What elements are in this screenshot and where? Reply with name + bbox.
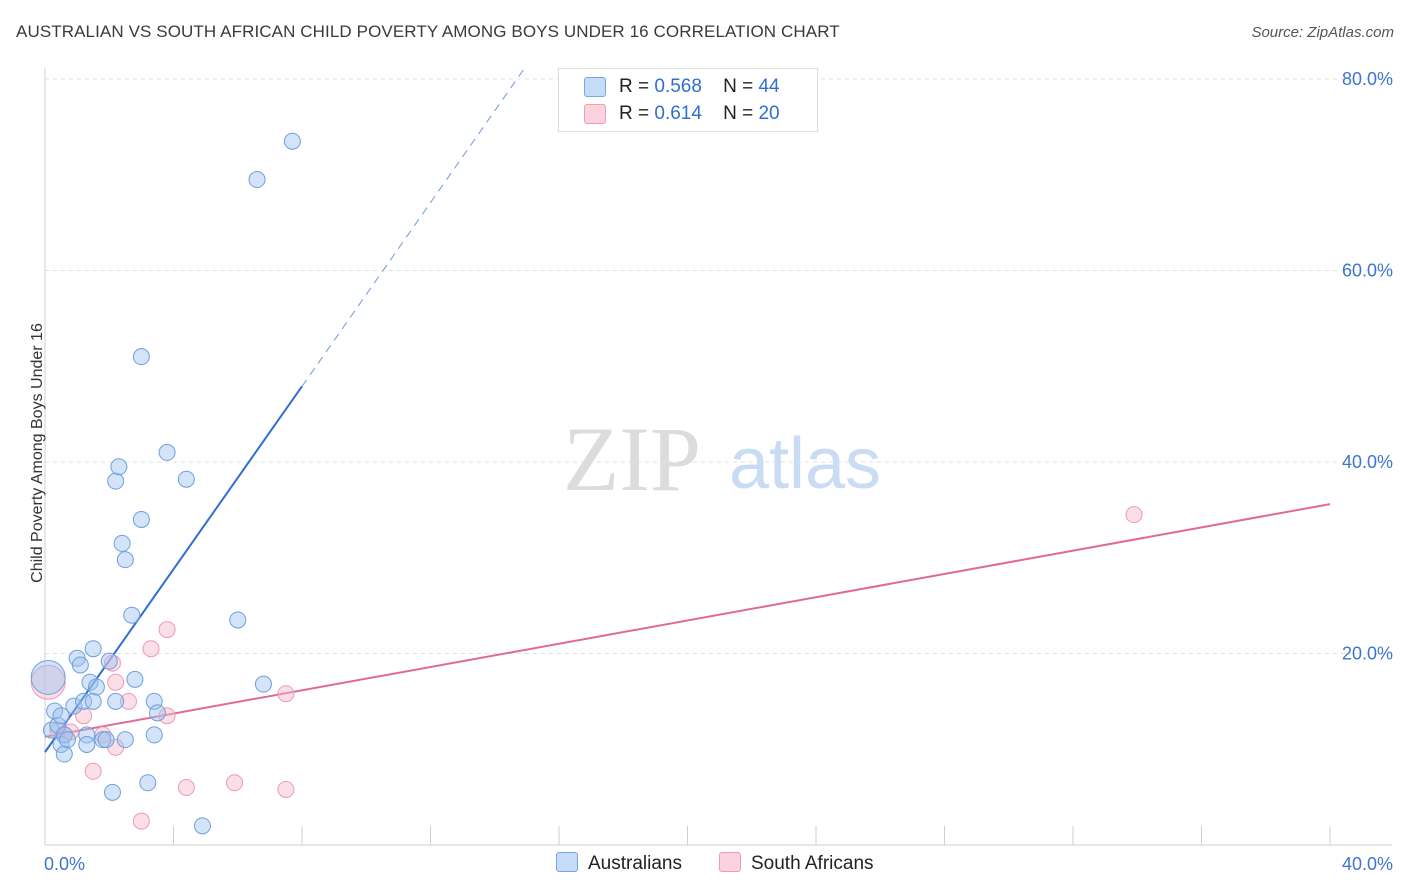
point-australians: [100, 652, 118, 670]
point-australians: [113, 534, 131, 552]
point-australians: [78, 726, 96, 744]
point-australians: [52, 707, 70, 725]
point-australians: [55, 726, 73, 744]
point-australians: [132, 510, 150, 528]
point-south-africans: [30, 664, 66, 700]
point-south-africans: [1125, 506, 1143, 524]
y-axis-label: Child Poverty Among Boys Under 16: [29, 323, 46, 583]
point-south-africans: [107, 673, 125, 691]
y-tick-label: 60.0%: [1342, 261, 1393, 281]
legend-r-label: R =: [619, 76, 650, 97]
point-south-africans: [226, 774, 244, 792]
point-australians: [193, 817, 211, 835]
point-australians: [148, 704, 166, 722]
point-australians: [58, 731, 76, 749]
axis-layer: [44, 68, 1392, 846]
y-tick-label: 20.0%: [1342, 644, 1393, 664]
point-australians: [126, 670, 144, 688]
bottom-legend-label-australians: Australians: [588, 853, 682, 874]
legend-swatch-australians: [584, 77, 606, 97]
y-tick-label: 80.0%: [1342, 69, 1393, 89]
point-australians: [139, 774, 157, 792]
point-australians: [107, 472, 125, 490]
watermark-zip: ZIP: [563, 408, 701, 510]
bottom-legend-south-africans: South Africans: [719, 852, 874, 875]
trend-extension-australians: [301, 69, 525, 387]
point-south-africans: [120, 692, 138, 710]
bottom-legend-label-south-africans: South Africans: [751, 853, 874, 874]
point-south-africans: [103, 654, 121, 672]
point-australians: [229, 611, 247, 629]
point-australians: [87, 678, 105, 696]
point-australians: [145, 726, 163, 744]
point-south-africans: [158, 707, 176, 725]
point-australians: [116, 731, 134, 749]
point-australians: [84, 692, 102, 710]
point-australians: [283, 132, 301, 150]
point-australians: [71, 656, 89, 674]
trend-line-australians: [44, 385, 303, 753]
point-south-africans: [177, 779, 195, 797]
point-australians: [248, 171, 266, 189]
legend-r-value-australians: 0.568: [654, 76, 702, 97]
point-australians: [116, 551, 134, 569]
tick-label-layer: 20.0% 40.0% 60.0% 80.0% 0.0% 40.0%: [44, 69, 1393, 874]
legend-swatch-south-africans: [584, 104, 606, 124]
bottom-legend-swatch-australians: [556, 852, 578, 872]
watermark-atlas: atlas: [729, 424, 881, 504]
y-tick-label: 40.0%: [1342, 452, 1393, 472]
point-australians: [55, 745, 73, 763]
point-australians: [107, 692, 125, 710]
point-australians: [84, 640, 102, 658]
legend-n-label: N =: [723, 103, 754, 124]
point-australians: [110, 458, 128, 476]
trend-line-south-africans: [44, 503, 1331, 738]
point-australians: [177, 470, 195, 488]
legend-r-label: R =: [619, 103, 650, 124]
point-south-africans: [132, 812, 150, 830]
point-south-africans: [158, 621, 176, 639]
point-australians: [75, 692, 93, 710]
point-south-africans: [277, 685, 295, 703]
point-australians: [97, 731, 115, 749]
legend-n-value-australians: 44: [758, 76, 780, 97]
legend-n-label: N =: [723, 76, 754, 97]
point-layer: [30, 132, 1143, 835]
legend-n-value-south-africans: 20: [758, 103, 780, 124]
correlation-legend: R = 0.568 N = 44 R = 0.614 N = 20: [558, 68, 818, 132]
bottom-legend-australians: Australians: [556, 852, 682, 875]
point-australians: [49, 716, 67, 734]
point-australians: [30, 659, 66, 695]
point-australians: [254, 675, 272, 693]
x-tick-label: 0.0%: [44, 854, 85, 874]
point-australians: [103, 783, 121, 801]
point-south-africans: [142, 640, 160, 658]
point-australians: [65, 697, 83, 715]
x-tick-label: 40.0%: [1342, 854, 1393, 874]
point-australians: [78, 735, 96, 753]
trend-layer: [44, 69, 1331, 753]
point-australians: [158, 443, 176, 461]
chart-title: AUSTRALIAN VS SOUTH AFRICAN CHILD POVERT…: [16, 22, 840, 41]
point-australians: [132, 348, 150, 366]
bottom-legend-swatch-south-africans: [719, 852, 741, 872]
watermark: ZIP atlas: [563, 408, 881, 510]
point-south-africans: [84, 762, 102, 780]
point-south-africans: [277, 780, 295, 798]
source-credit: Source: ZipAtlas.com: [1251, 24, 1394, 41]
point-australians: [123, 606, 141, 624]
legend-r-value-south-africans: 0.614: [654, 103, 702, 124]
grid-layer: [45, 78, 1392, 654]
